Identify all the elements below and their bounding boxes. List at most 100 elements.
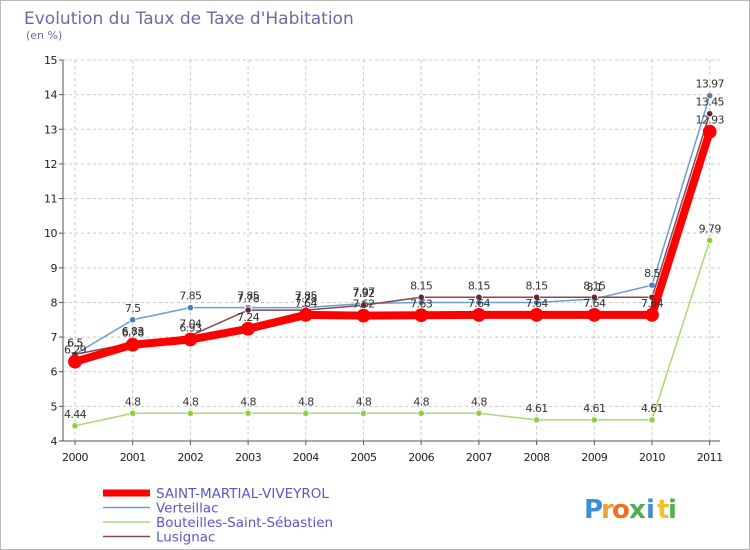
chart-title: Evolution du Taux de Taxe d'Habitation <box>24 9 354 29</box>
x-tick-label: 2002 <box>177 451 203 464</box>
data-label-verteillac: 7.97 <box>352 285 375 298</box>
data-point-lusignac <box>475 293 483 301</box>
y-tick-label: 4 <box>51 435 58 448</box>
data-point-saint-martial-viveyrol <box>356 308 371 323</box>
data-label-saint-martial-viveyrol: 7.64 <box>468 297 491 310</box>
y-tick-label: 10 <box>44 227 57 240</box>
legend: SAINT-MARTIAL-VIVEYROLVerteillacBouteill… <box>103 486 333 546</box>
data-label-bouteilles-saint-s-bastien: 4.8 <box>413 395 429 408</box>
data-point-bouteilles-saint-s-bastien <box>129 409 137 417</box>
data-label-lusignac: 13.45 <box>695 96 724 109</box>
logo-letter: t <box>657 495 670 525</box>
data-point-lusignac <box>532 293 541 301</box>
data-label-saint-martial-viveyrol: 7.64 <box>526 297 549 310</box>
data-label-bouteilles-saint-s-bastien: 4.8 <box>183 395 199 408</box>
data-point-bouteilles-saint-s-bastien <box>359 409 368 417</box>
data-label-verteillac: 7.5 <box>125 302 141 315</box>
legend-label: Bouteilles-Saint-Sébastien <box>156 515 333 531</box>
data-point-bouteilles-saint-s-bastien <box>302 409 310 417</box>
data-point-lusignac <box>417 293 425 301</box>
data-label-lusignac: 8.15 <box>410 279 433 292</box>
data-point-bouteilles-saint-s-bastien <box>475 409 483 417</box>
data-point-bouteilles-saint-s-bastien <box>648 416 656 424</box>
x-tick-label: 2001 <box>120 451 146 464</box>
data-point-verteillac <box>186 304 194 312</box>
data-label-lusignac: 7.04 <box>179 318 202 331</box>
data-label-bouteilles-saint-s-bastien: 4.8 <box>471 395 487 408</box>
data-label-saint-martial-viveyrol: 6.29 <box>64 344 87 357</box>
data-label-bouteilles-saint-s-bastien: 4.8 <box>298 395 314 408</box>
data-point-lusignac <box>706 110 714 118</box>
y-tick-label: 6 <box>51 366 58 379</box>
data-label-lusignac: 7.92 <box>352 287 374 300</box>
logo-letter: P <box>584 495 604 525</box>
data-label-verteillac: 7.85 <box>179 290 202 303</box>
chart-subtitle: (en %) <box>26 29 62 42</box>
label-layer: 6.5 7.5 7.85 7.85 7.85 7.97 8.1 8.5 13.97 4.44 4.8… <box>64 78 725 421</box>
data-point-lusignac <box>244 306 252 314</box>
axis-layer: 4 5 6 7 8 9 10 11 12 13 14 15 2000 2001 2002 2003 2004 20… <box>44 54 723 464</box>
data-point-bouteilles-saint-s-bastien <box>417 409 425 417</box>
legend-label: Lusignac <box>156 530 215 546</box>
data-label-bouteilles-saint-s-bastien: 4.61 <box>526 402 548 415</box>
data-point-saint-martial-viveyrol <box>587 308 602 322</box>
y-tick-label: 9 <box>51 262 58 275</box>
grid-layer <box>63 59 720 442</box>
x-tick-label: 2003 <box>235 451 261 464</box>
data-point-saint-martial-viveyrol <box>702 124 717 139</box>
data-point-verteillac <box>706 92 714 100</box>
data-label-verteillac: 8.1 <box>586 281 602 294</box>
logo-letter: x <box>629 495 647 525</box>
x-tick-label: 2010 <box>639 451 665 464</box>
series-layer <box>68 92 717 430</box>
data-label-verteillac: 6.5 <box>67 336 83 349</box>
x-tick-label: 2011 <box>697 451 723 464</box>
data-point-verteillac <box>129 316 137 324</box>
series-line-bouteilles-saint-s-bastien <box>74 239 711 427</box>
data-label-lusignac: 6.83 <box>122 325 145 338</box>
x-tick-label: 2000 <box>62 451 88 464</box>
data-label-lusignac: 8.15 <box>526 279 549 292</box>
data-label-verteillac: 7.85 <box>295 290 318 303</box>
x-tick-label: 2005 <box>351 451 377 464</box>
data-label-lusignac: 8.15 <box>583 279 606 292</box>
y-tick-label: 13 <box>44 123 57 136</box>
logo-letter: i <box>646 495 656 525</box>
data-point-bouteilles-saint-s-bastien <box>71 422 79 430</box>
y-tick-label: 5 <box>51 400 58 413</box>
data-label-bouteilles-saint-s-bastien: 4.8 <box>125 395 141 408</box>
data-point-saint-martial-viveyrol <box>241 321 256 336</box>
y-tick-label: 8 <box>51 296 58 309</box>
data-point-lusignac <box>359 301 368 309</box>
data-label-saint-martial-viveyrol: 6.78 <box>122 327 145 340</box>
x-tick-label: 2008 <box>524 451 550 464</box>
data-point-bouteilles-saint-s-bastien <box>244 409 252 417</box>
data-point-saint-martial-viveyrol <box>298 308 313 322</box>
x-tick-label: 2007 <box>466 451 492 464</box>
data-label-lusignac: 7.78 <box>237 292 260 305</box>
y-tick-label: 11 <box>44 193 57 206</box>
y-tick-label: 14 <box>44 89 57 102</box>
data-point-bouteilles-saint-s-bastien <box>532 416 541 424</box>
logo-letter: i <box>668 495 678 525</box>
data-label-lusignac: 8.15 <box>468 279 491 292</box>
x-tick-label: 2009 <box>581 451 607 464</box>
data-label-bouteilles-saint-s-bastien: 4.8 <box>356 395 372 408</box>
data-label-saint-martial-viveyrol: 6.93 <box>179 322 202 335</box>
y-tick-label: 15 <box>44 54 57 67</box>
data-point-saint-martial-viveyrol <box>471 308 486 322</box>
x-tick-label: 2006 <box>408 451 434 464</box>
legend-label: Verteillac <box>156 501 219 517</box>
data-point-saint-martial-viveyrol <box>414 308 429 323</box>
data-label-saint-martial-viveyrol: 7.64 <box>295 297 318 310</box>
data-label-verteillac: 7.85 <box>237 290 260 303</box>
y-tick-label: 7 <box>51 331 58 344</box>
data-point-lusignac <box>590 293 598 301</box>
data-point-verteillac <box>648 281 656 289</box>
data-label-bouteilles-saint-s-bastien: 9.79 <box>699 222 722 235</box>
data-label-bouteilles-saint-s-bastien: 4.61 <box>583 402 605 415</box>
y-tick-label: 12 <box>44 158 57 171</box>
data-label-bouteilles-saint-s-bastien: 4.8 <box>240 395 256 408</box>
